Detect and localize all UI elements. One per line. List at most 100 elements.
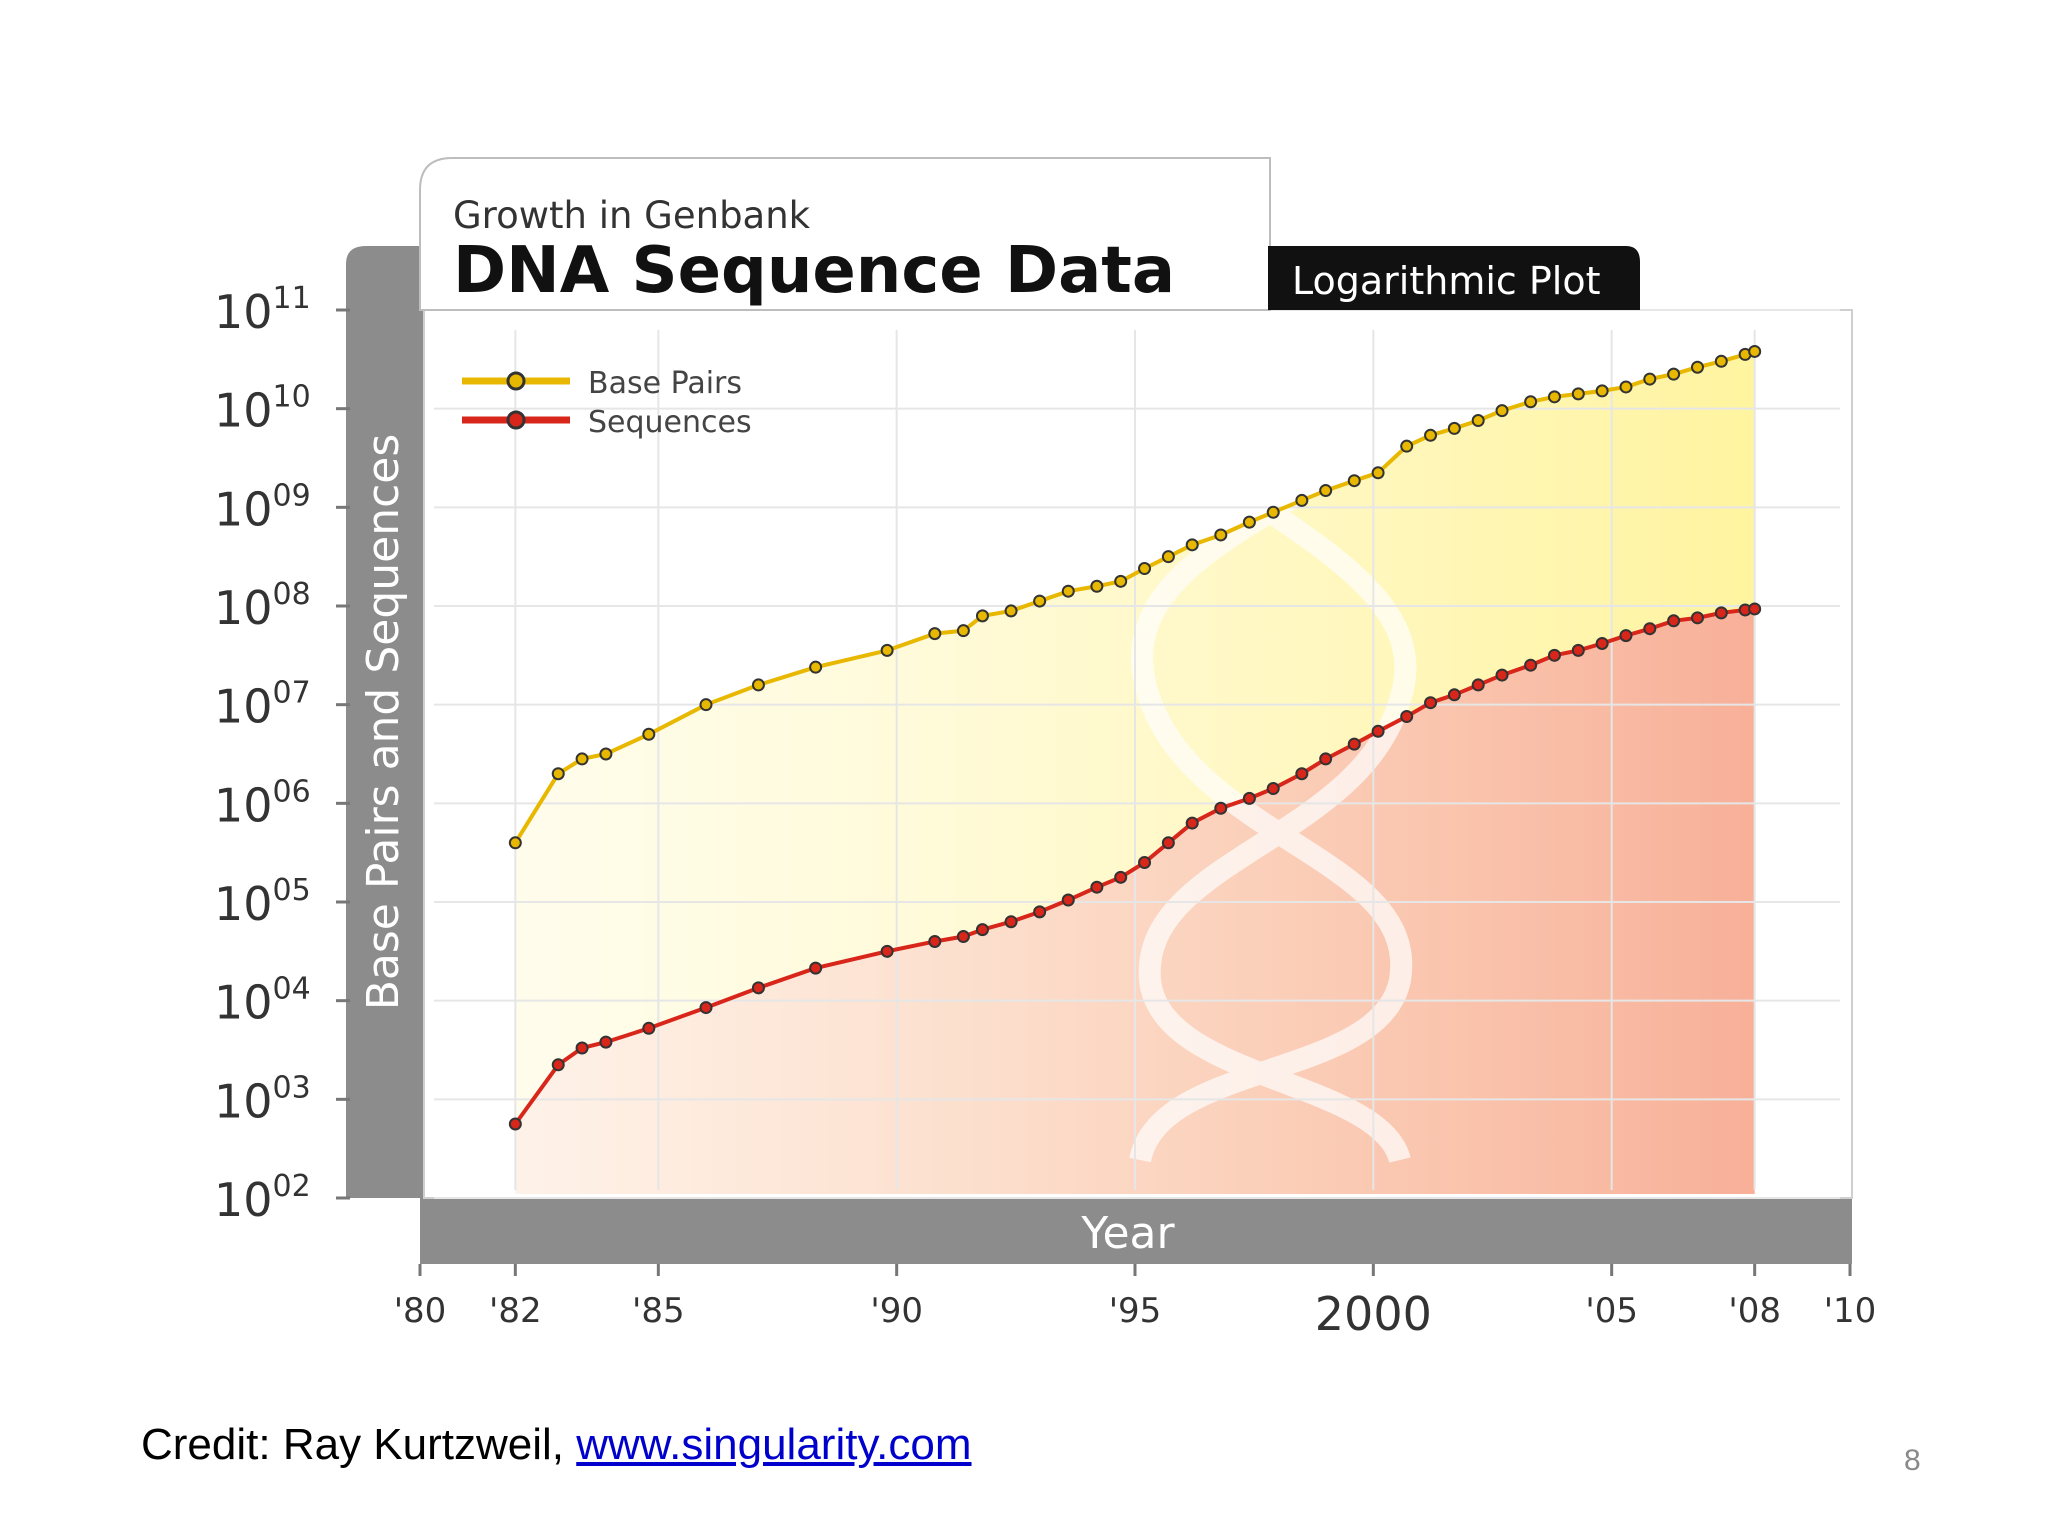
legend-sequences-label: Sequences	[588, 405, 752, 440]
sequences-point-12	[1004, 915, 1018, 929]
sequences-point-8	[880, 944, 894, 958]
base-pairs-point-11	[975, 609, 989, 623]
sequences-point-3	[599, 1035, 613, 1049]
sequences-point-2	[575, 1041, 589, 1055]
sequences-point-21	[1242, 791, 1256, 805]
base-pairs-point-7	[809, 660, 823, 674]
sequences-point-36	[1619, 629, 1633, 643]
base-pairs-point-37	[1643, 372, 1657, 386]
legend-base-pairs-label: Base Pairs	[588, 366, 742, 401]
base-pairs-point-9	[928, 627, 942, 641]
x-tick-label-8: '10	[1824, 1291, 1877, 1331]
y-tick-label-1: 1010	[214, 380, 311, 438]
sequences-point-29	[1447, 688, 1461, 702]
sequences-point-20	[1214, 801, 1228, 815]
y-tick-label-2: 1009	[214, 478, 311, 536]
x-axis-band	[420, 1198, 1852, 1264]
sequences-point-14	[1061, 893, 1075, 907]
base-pairs-point-38	[1667, 367, 1681, 381]
x-axis-title: Year	[1080, 1208, 1175, 1259]
base-pairs-point-28	[1424, 428, 1438, 442]
chart-subtitle: Growth in Genbank	[453, 194, 811, 237]
base-pairs-point-34	[1571, 387, 1585, 401]
sequences-point-1	[551, 1058, 565, 1072]
sequences-point-17	[1138, 856, 1152, 870]
base-pairs-point-16	[1114, 574, 1128, 588]
base-pairs-point-29	[1447, 421, 1461, 435]
chart-title: DNA Sequence Data	[453, 234, 1175, 308]
base-pairs-point-35	[1595, 384, 1609, 398]
base-pairs-point-5	[699, 698, 713, 712]
sequences-point-27	[1400, 710, 1414, 724]
sequences-point-16	[1114, 870, 1128, 884]
base-pairs-point-13	[1033, 594, 1047, 608]
y-tick-label-4: 1007	[214, 676, 311, 734]
base-pairs-point-15	[1090, 579, 1104, 593]
base-pairs-point-4	[642, 727, 656, 741]
base-pairs-point-24	[1319, 484, 1333, 498]
base-pairs-point-22	[1266, 505, 1280, 519]
sequences-point-24	[1319, 752, 1333, 766]
sequences-point-28	[1424, 696, 1438, 710]
base-pairs-point-0	[508, 836, 522, 850]
x-tick-label-0: '80	[394, 1291, 447, 1331]
sequences-point-38	[1667, 614, 1681, 628]
base-pairs-point-26	[1371, 466, 1385, 480]
x-tick-label-6: '05	[1585, 1291, 1638, 1331]
title-panel	[419, 157, 1271, 311]
base-pairs-point-25	[1347, 474, 1361, 488]
sequences-point-4	[642, 1021, 656, 1035]
sequences-point-7	[809, 961, 823, 975]
y-axis-band	[346, 246, 424, 1198]
base-pairs-point-17	[1138, 562, 1152, 576]
base-pairs-point-3	[599, 747, 613, 761]
dna-helix-decoration	[1129, 412, 1417, 1164]
credit-link[interactable]: www.singularity.com	[576, 1420, 972, 1469]
y-tick-label-7: 1004	[214, 972, 311, 1030]
slide-number: 8	[1904, 1444, 1921, 1477]
base-pairs-point-36	[1619, 380, 1633, 394]
base-pairs-point-6	[751, 678, 765, 692]
sequences-point-6	[751, 981, 765, 995]
sequences-point-34	[1571, 643, 1585, 657]
base-pairs-point-32	[1524, 395, 1538, 409]
sequences-point-42	[1748, 602, 1762, 616]
base-pairs-point-39	[1690, 360, 1704, 374]
sequences-point-37	[1643, 622, 1657, 636]
y-tick-label-0: 1011	[214, 281, 311, 339]
sequences-point-25	[1347, 737, 1361, 751]
base-pairs-point-42	[1748, 344, 1762, 358]
sequences-point-31	[1495, 668, 1509, 682]
base-pairs-point-19	[1185, 538, 1199, 552]
sequences-point-22	[1266, 782, 1280, 796]
sequences-point-13	[1033, 905, 1047, 919]
sequences-point-5	[699, 1001, 713, 1015]
sequences-point-32	[1524, 658, 1538, 672]
sequences-point-9	[928, 934, 942, 948]
base-pairs-point-31	[1495, 404, 1509, 418]
x-tick-label-5: 2000	[1315, 1287, 1432, 1341]
base-pairs-point-27	[1400, 439, 1414, 453]
base-pairs-point-20	[1214, 528, 1228, 542]
x-tick-label-2: '85	[632, 1291, 685, 1331]
sequences-point-26	[1371, 724, 1385, 738]
base-pairs-point-10	[956, 624, 970, 638]
base-pairs-point-14	[1061, 584, 1075, 598]
sequences-point-19	[1185, 816, 1199, 830]
sequences-point-40	[1714, 606, 1728, 620]
sequences-point-30	[1471, 678, 1485, 692]
sequences-point-23	[1295, 767, 1309, 781]
base-pairs-point-12	[1004, 604, 1018, 618]
credit-text: Credit: Ray Kurtzweil,	[141, 1420, 577, 1469]
x-tick-label-4: '95	[1109, 1291, 1162, 1331]
legend-base-pairs-marker	[506, 371, 526, 391]
sequences-point-11	[975, 923, 989, 937]
legend: Base Pairs Sequences	[462, 366, 752, 440]
base-pairs-point-8	[880, 643, 894, 657]
x-tick-label-3: '90	[870, 1291, 923, 1331]
sequences-point-33	[1547, 648, 1561, 662]
y-tick-label-3: 1008	[214, 577, 311, 635]
sequences-point-10	[956, 930, 970, 944]
base-pairs-point-40	[1714, 354, 1728, 368]
